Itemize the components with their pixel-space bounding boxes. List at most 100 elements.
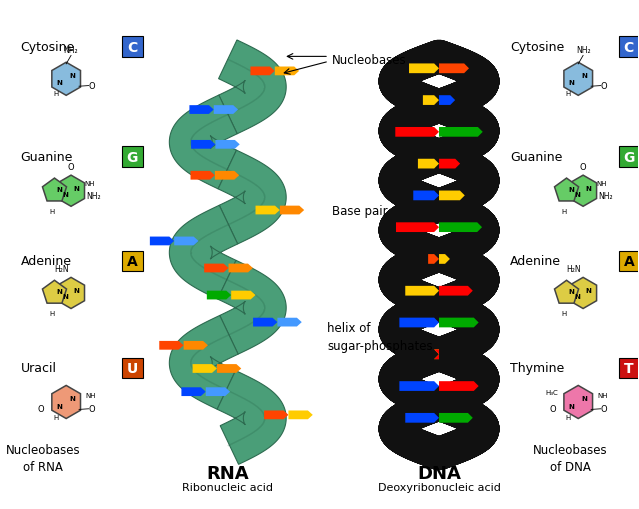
Text: Cytosine: Cytosine — [510, 41, 564, 54]
Text: O: O — [38, 405, 44, 413]
Text: H: H — [49, 311, 54, 317]
Polygon shape — [564, 386, 592, 419]
Text: A: A — [624, 254, 635, 268]
Polygon shape — [439, 381, 479, 391]
Polygon shape — [256, 206, 280, 215]
Text: NH₂: NH₂ — [598, 192, 613, 201]
Polygon shape — [183, 341, 208, 350]
Polygon shape — [399, 381, 439, 391]
FancyBboxPatch shape — [122, 147, 142, 167]
Text: O: O — [88, 405, 95, 413]
Polygon shape — [189, 106, 214, 115]
Polygon shape — [564, 63, 592, 96]
Text: Deoxyribonucleic acid: Deoxyribonucleic acid — [378, 482, 500, 492]
Text: N: N — [569, 80, 574, 87]
Text: N: N — [569, 403, 574, 409]
Text: Ribonucleic acid: Ribonucleic acid — [182, 482, 273, 492]
Text: N: N — [581, 73, 588, 79]
Polygon shape — [555, 281, 578, 303]
Text: N: N — [569, 187, 574, 193]
Text: H: H — [565, 414, 570, 420]
FancyBboxPatch shape — [619, 147, 639, 167]
Text: N: N — [574, 294, 581, 299]
Text: O: O — [600, 405, 607, 413]
Text: Base pair: Base pair — [332, 204, 388, 217]
Polygon shape — [569, 176, 597, 207]
Text: N: N — [585, 287, 592, 293]
Polygon shape — [418, 159, 439, 169]
Polygon shape — [250, 67, 275, 76]
Text: H: H — [49, 209, 54, 215]
Text: H₃C: H₃C — [546, 389, 558, 395]
Polygon shape — [423, 96, 439, 106]
Text: C: C — [624, 41, 634, 54]
Polygon shape — [58, 278, 84, 309]
Polygon shape — [280, 206, 304, 215]
Polygon shape — [434, 350, 439, 359]
Polygon shape — [569, 278, 597, 309]
Polygon shape — [555, 179, 578, 202]
Text: N: N — [569, 289, 574, 295]
Text: NH: NH — [597, 392, 608, 399]
Text: N: N — [581, 395, 588, 402]
FancyBboxPatch shape — [122, 358, 142, 378]
Text: N: N — [63, 191, 68, 197]
Text: Guanine: Guanine — [510, 151, 562, 164]
Polygon shape — [207, 291, 231, 300]
Polygon shape — [413, 191, 439, 201]
Polygon shape — [396, 223, 439, 233]
Polygon shape — [231, 291, 256, 300]
Polygon shape — [439, 64, 469, 74]
Polygon shape — [405, 286, 439, 296]
Polygon shape — [219, 41, 286, 134]
Text: Nucleobases
of RNA: Nucleobases of RNA — [6, 443, 80, 473]
Polygon shape — [52, 63, 81, 96]
Text: H: H — [53, 414, 58, 420]
Polygon shape — [439, 159, 460, 169]
Polygon shape — [174, 237, 199, 246]
Polygon shape — [169, 316, 238, 409]
Polygon shape — [396, 128, 439, 137]
Text: H: H — [561, 311, 566, 317]
Text: C: C — [127, 41, 137, 54]
Polygon shape — [159, 341, 183, 350]
Polygon shape — [58, 176, 84, 207]
Text: NH: NH — [596, 181, 607, 187]
Text: Nucleobases
of DNA: Nucleobases of DNA — [533, 443, 608, 473]
Polygon shape — [275, 67, 299, 76]
Text: N: N — [56, 289, 62, 295]
Text: N: N — [585, 185, 592, 191]
Text: Nucleobases: Nucleobases — [332, 53, 406, 67]
Text: Adenine: Adenine — [510, 255, 561, 268]
Polygon shape — [206, 387, 230, 397]
Text: RNA: RNA — [206, 464, 249, 482]
Text: N: N — [70, 73, 75, 79]
Text: Cytosine: Cytosine — [20, 41, 75, 54]
Polygon shape — [217, 371, 286, 464]
Text: A: A — [127, 254, 138, 268]
Polygon shape — [439, 128, 482, 137]
Polygon shape — [288, 411, 312, 419]
Polygon shape — [439, 286, 473, 296]
Polygon shape — [439, 254, 450, 264]
Polygon shape — [434, 350, 439, 359]
Polygon shape — [215, 172, 239, 180]
Polygon shape — [405, 413, 439, 423]
Text: O: O — [580, 162, 587, 172]
Text: NH: NH — [85, 392, 96, 399]
Text: U: U — [127, 361, 138, 375]
Polygon shape — [218, 151, 286, 244]
Text: H₂N: H₂N — [54, 265, 68, 273]
Text: N: N — [73, 287, 79, 293]
FancyBboxPatch shape — [619, 37, 639, 58]
Text: Thymine: Thymine — [510, 362, 564, 375]
Polygon shape — [191, 140, 215, 150]
Polygon shape — [439, 223, 482, 233]
Text: N: N — [56, 187, 62, 193]
Polygon shape — [215, 140, 240, 150]
Text: O: O — [88, 82, 95, 91]
Text: Adenine: Adenine — [20, 255, 72, 268]
Polygon shape — [52, 386, 81, 419]
Polygon shape — [229, 264, 253, 273]
Polygon shape — [218, 261, 286, 354]
